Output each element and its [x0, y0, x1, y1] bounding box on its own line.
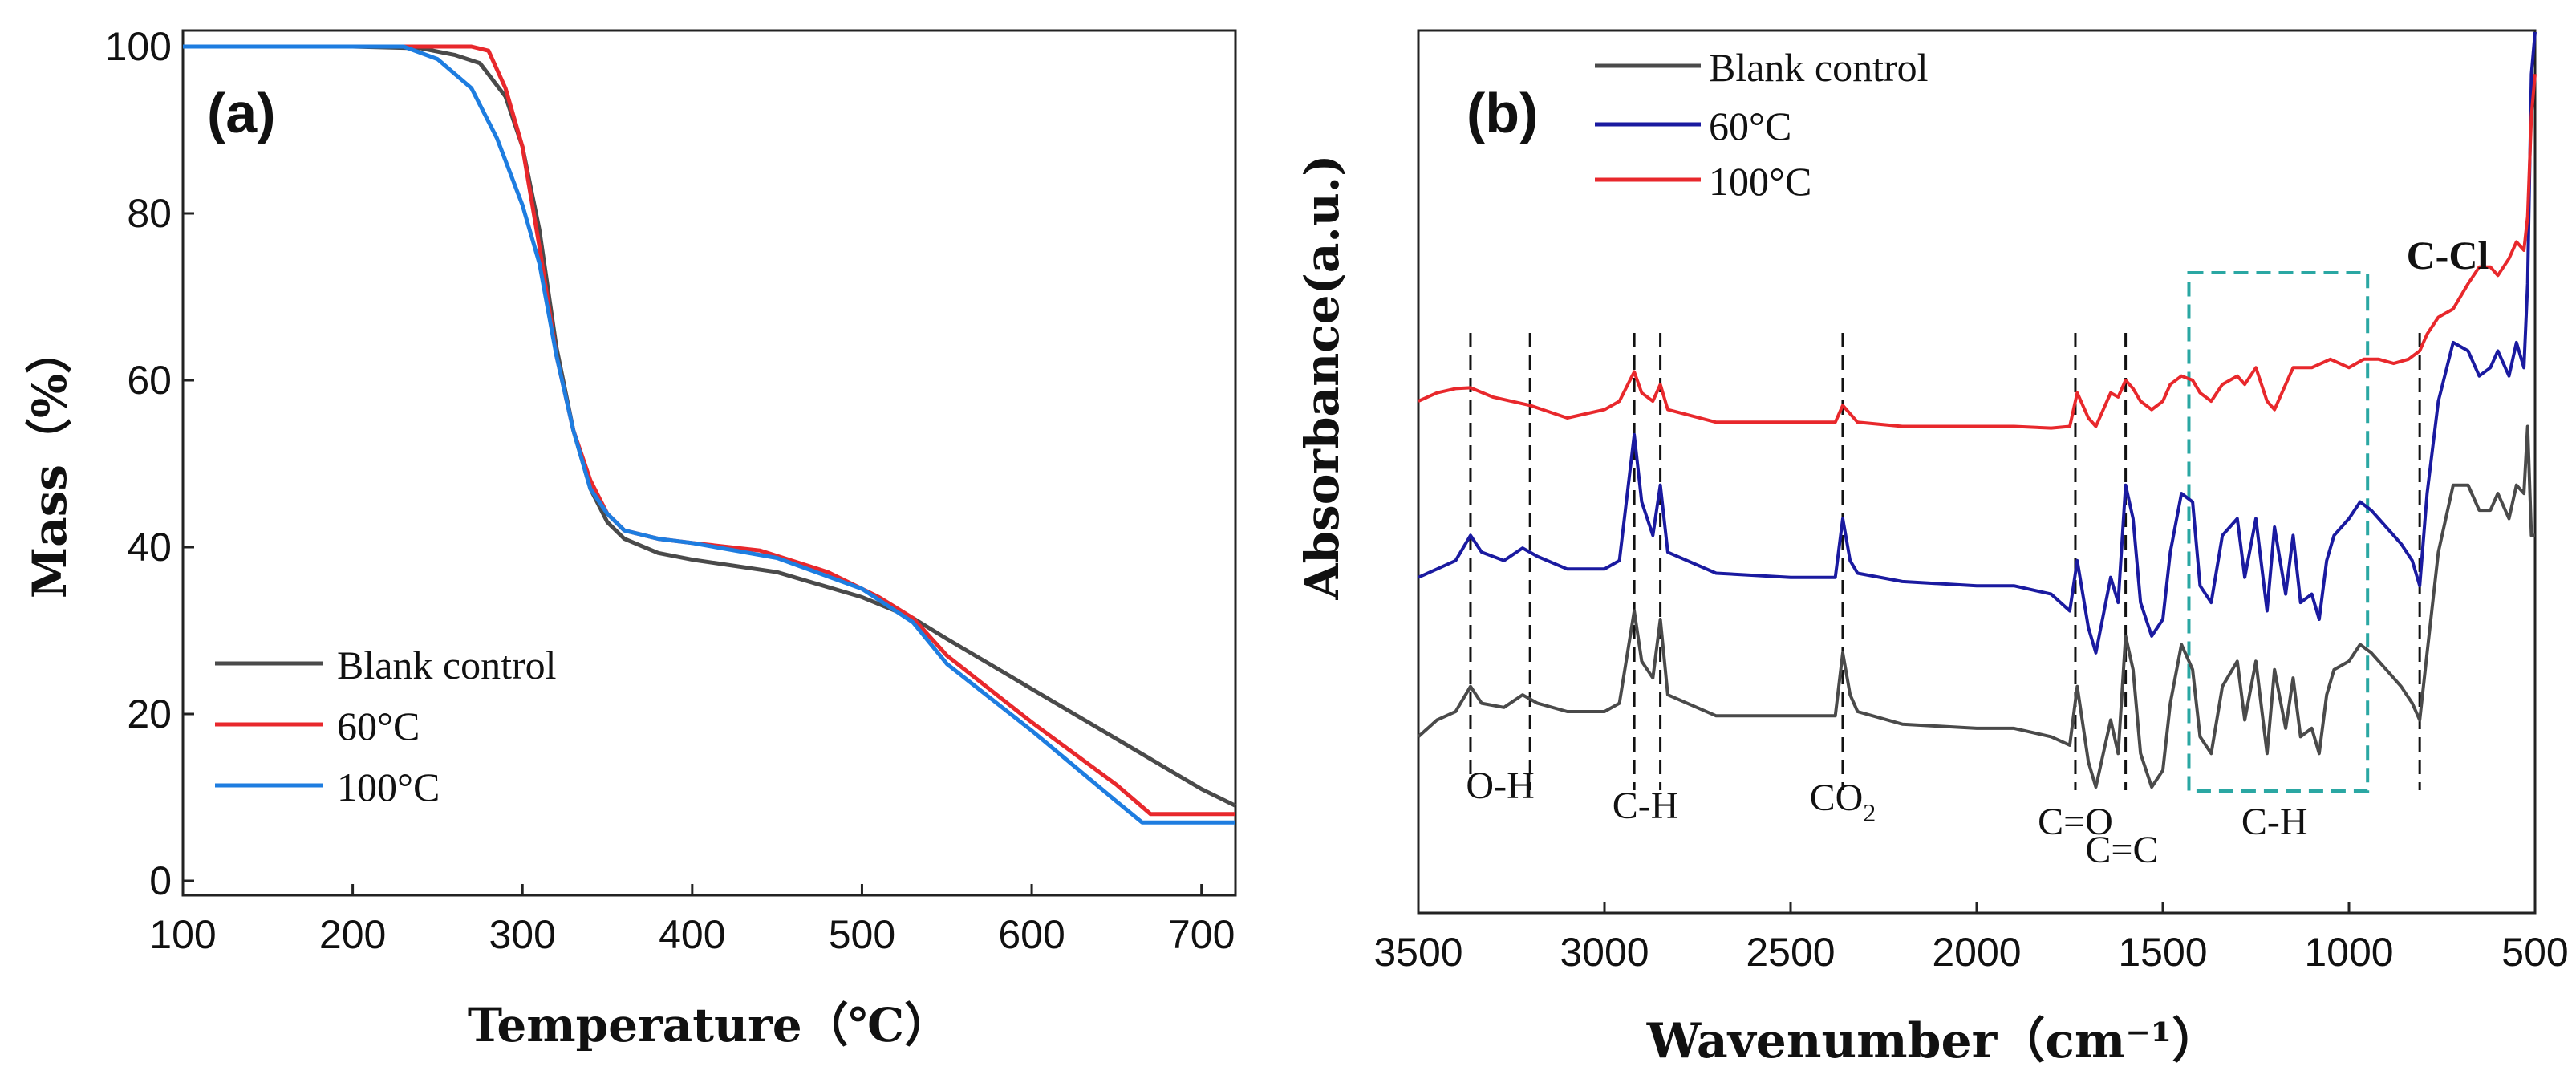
panel-b-y-axis-title: Absorbance(a.u.) — [1295, 155, 1349, 601]
panel-a-x-tick-label: 100 — [149, 912, 216, 957]
panel-b-ftir-chart: (b) 3500 3000 2500 2000 1500 1000 500 O-H C-H CO… — [1295, 29, 2569, 1069]
panel-a-x-tick-label: 300 — [489, 912, 556, 957]
panel-b-x-tick-label: 3500 — [1373, 930, 1462, 975]
panel-b-series-100-c — [1418, 74, 2537, 430]
panel-b-x-axis-title: Wavenumber（cm⁻¹） — [1646, 1013, 2221, 1069]
panel-a-plot-frame — [181, 29, 1237, 897]
panel-b-peak-label-c-h: C-H — [2241, 801, 2308, 843]
panel-a-x-tick-label: 500 — [829, 912, 895, 957]
panel-b-peak-label-o-h: O-H — [1466, 765, 1534, 807]
panel-b-x-tick-label: 1000 — [2304, 930, 2393, 975]
panel-b-x-tick-label: 2000 — [1932, 930, 2021, 975]
panel-b-annotations — [1469, 271, 2421, 793]
panel-a-y-tick-label: 0 — [149, 858, 172, 903]
legend-a-label-60c: 60°C — [337, 704, 420, 748]
panel-b-label: (b) — [1466, 82, 1538, 144]
panel-b-peak-label-c-h: C-H — [1613, 785, 1679, 827]
panel-a-y-tick-label: 60 — [127, 358, 172, 403]
panel-b-peak-label-c-c: C=C — [2085, 829, 2158, 871]
panel-a-label: (a) — [207, 82, 276, 144]
panel-a-x-tick-label: 600 — [998, 912, 1065, 957]
panel-b-x-tick-label: 2500 — [1746, 930, 1835, 975]
legend-b-label-100c: 100°C — [1709, 159, 1811, 204]
panel-a-x-axis-title: Temperature（℃） — [468, 998, 951, 1053]
panel-a-tga-chart: (a) 100 200 300 400 500 600 700 0 20 40 60 80 100 Te… — [22, 24, 1237, 1053]
panel-b-series-60-c — [1418, 31, 2537, 655]
panel-a-y-axis-title: Mass（%） — [22, 327, 77, 598]
panel-b-peak-label-c-cl: C-Cl — [2407, 233, 2489, 278]
panel-a-x-tick-label: 200 — [319, 912, 386, 957]
panel-b-ticks: 3500 3000 2500 2000 1500 1000 500 — [1373, 902, 2569, 975]
panel-a-series-blank-control — [183, 44, 1237, 808]
panel-a-ticks: 100 200 300 400 500 600 700 0 20 40 60 80 100 — [105, 24, 1235, 957]
panel-b-x-tick-label: 1500 — [2118, 930, 2207, 975]
panel-a-x-tick-label: 400 — [659, 912, 725, 957]
panel-b-x-tick-label: 3000 — [1560, 930, 1649, 975]
legend-a-label-blank: Blank control — [337, 643, 557, 688]
panel-b-highlight-box — [2187, 271, 2370, 793]
panel-a-x-tick-label: 700 — [1168, 912, 1235, 957]
panel-a-series-60-c — [183, 44, 1235, 817]
panel-a-y-tick-label: 80 — [127, 191, 172, 236]
panel-b-peak-label-co: CO2 — [1810, 777, 1876, 827]
legend-b-label-blank: Blank control — [1709, 45, 1929, 90]
panel-a-legend: Blank control 60°C 100°C — [215, 643, 557, 809]
panel-a-y-tick-label: 40 — [127, 525, 172, 570]
panel-b-legend: Blank control 60°C 100°C — [1595, 45, 1929, 204]
panel-a-y-tick-label: 100 — [105, 24, 172, 69]
panel-b-series-blank-control — [1417, 424, 2535, 789]
panel-a-series — [183, 44, 1237, 825]
panel-b-peak-label-c-o: C=O — [2038, 801, 2113, 843]
panel-b-peak-label-subscript: 2 — [1863, 798, 1876, 827]
panel-a-y-tick-label: 20 — [127, 692, 172, 736]
legend-b-label-60c: 60°C — [1709, 103, 1791, 148]
legend-a-label-100c: 100°C — [337, 765, 440, 809]
panel-b-x-tick-label: 500 — [2501, 930, 2568, 975]
panel-a-series-100-c — [183, 44, 1235, 825]
panel-b-series — [1417, 31, 2537, 789]
panel-b-peak-labels: O-H C-H CO2 C=OC=C C-H C-Cl — [1466, 233, 2489, 871]
